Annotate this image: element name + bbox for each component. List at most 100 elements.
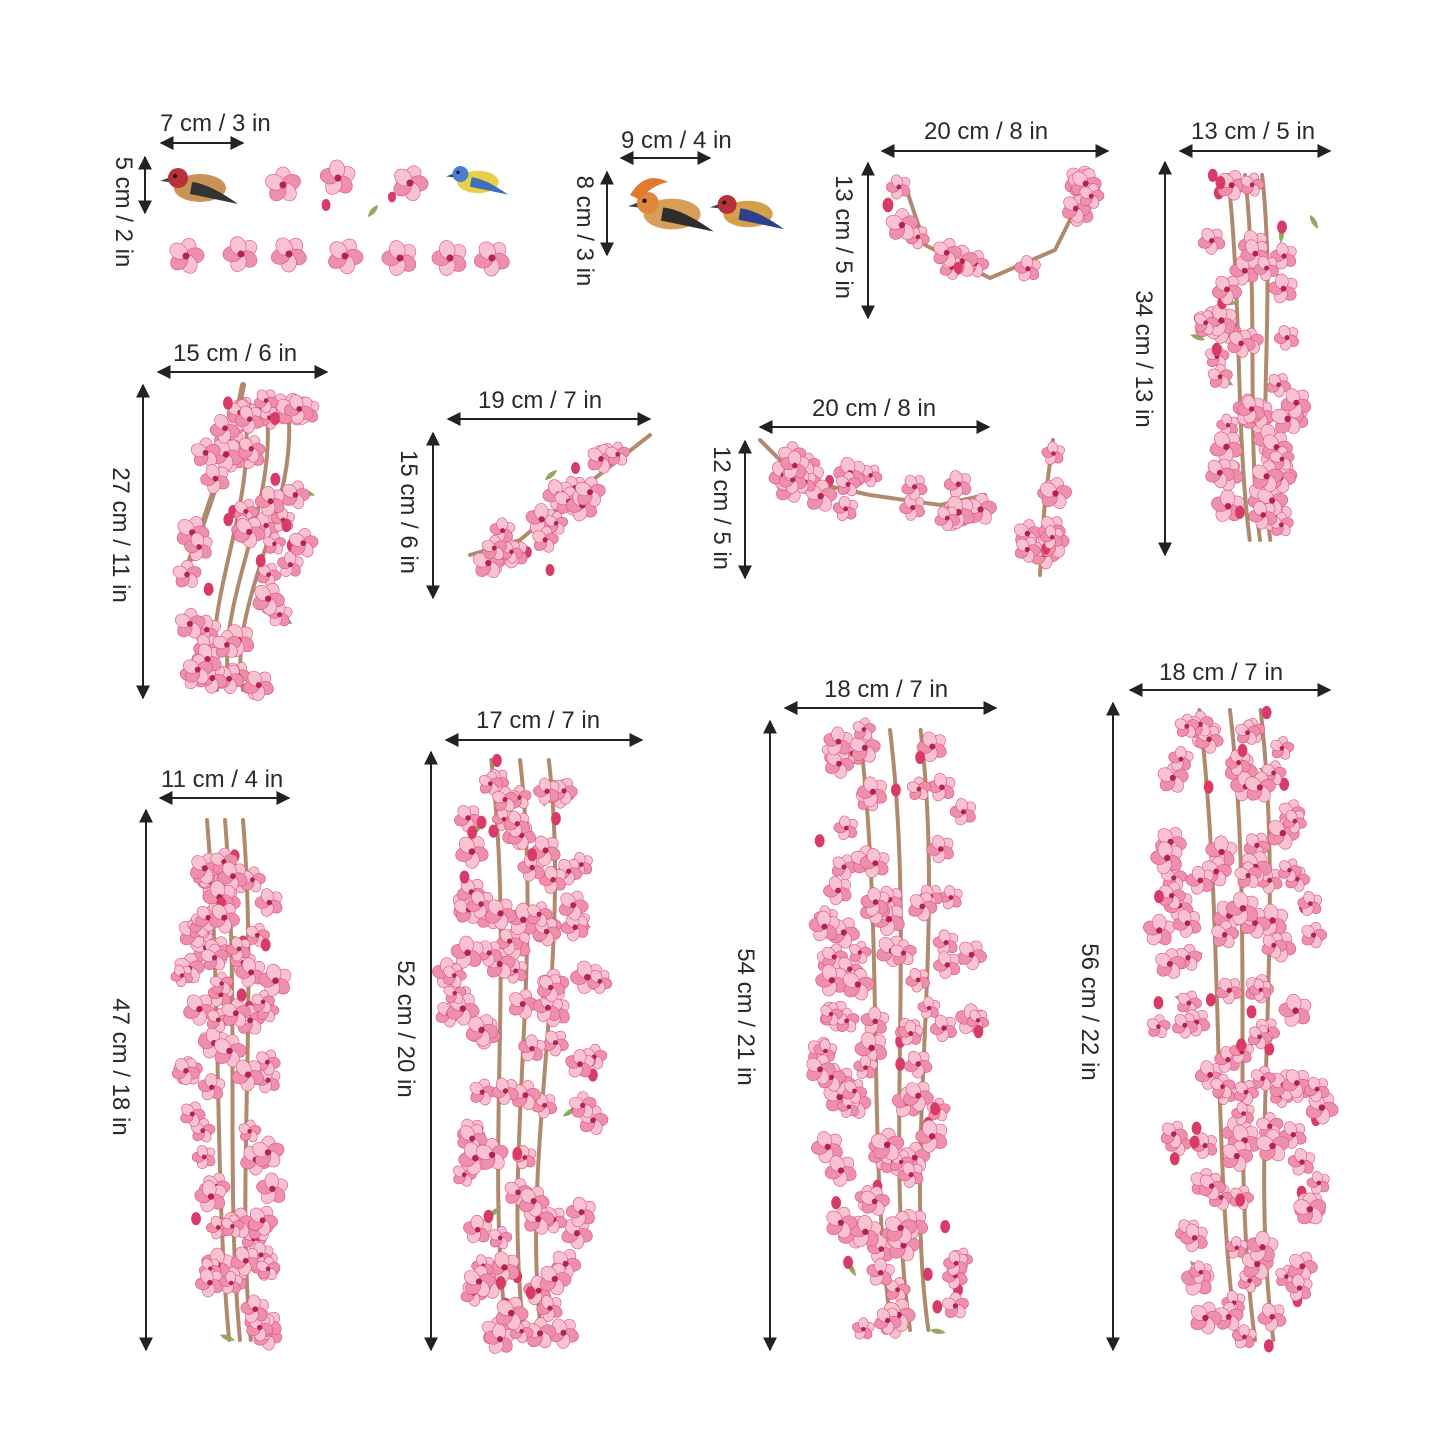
bud-icon (387, 191, 397, 203)
leaf-icon (1309, 215, 1318, 229)
leaf-icon (1189, 334, 1205, 341)
blossom-icon (248, 1205, 278, 1236)
bud-icon (1169, 1152, 1180, 1166)
bud-icon (260, 938, 271, 952)
blossom-icon (780, 450, 810, 479)
blossom-icon (587, 970, 613, 995)
blossom-icon (233, 517, 266, 549)
blossom-icon (542, 1030, 569, 1057)
branch-stem (903, 168, 1083, 281)
blossom-icon (532, 526, 559, 553)
bud-icon (223, 512, 234, 527)
blossom-icon (243, 670, 274, 701)
blossom-icon (463, 1265, 496, 1297)
blossom-icon (1225, 1235, 1249, 1259)
blossom-icon (1143, 913, 1176, 946)
blossom-icon (943, 1250, 968, 1276)
blossom-icon (1293, 1192, 1327, 1225)
blossom-icon (256, 1256, 281, 1281)
group3-height-label: 13 cm / 5 in (830, 174, 857, 300)
blossom-icon (1211, 920, 1240, 949)
leaf-icon (545, 469, 558, 480)
bud-icon (953, 261, 963, 274)
blossom-icon (1249, 978, 1272, 1002)
blossom-icon (484, 898, 517, 930)
blossom-icon (903, 1081, 934, 1112)
bud-icon (930, 1102, 941, 1116)
blossom-icon (1197, 228, 1226, 255)
blossom-icon (180, 1101, 206, 1127)
blossom-icon (171, 1058, 200, 1086)
blossom-icon (454, 805, 482, 833)
blossom-icon (393, 165, 429, 201)
blossom-icon (885, 174, 911, 200)
blossom-icon (885, 208, 919, 241)
blossom-icon (848, 1214, 882, 1248)
blossom-icon (934, 506, 960, 532)
bud-icon (1191, 1121, 1202, 1135)
birds-layer (160, 166, 785, 232)
blossom-icon (481, 534, 508, 560)
group5-height-label: 27 cm / 11 in (107, 467, 134, 603)
blossom-icon (524, 1317, 556, 1349)
blossom-icon (1210, 1073, 1236, 1099)
bud-icon (495, 1276, 506, 1290)
blossom-icon (1240, 172, 1265, 197)
blossom-icon (474, 241, 510, 277)
blossom-icon (453, 1162, 477, 1187)
blossom-icon (1172, 909, 1202, 938)
group1-height-label: 5 cm / 2 in (110, 156, 137, 268)
bud-icon (1207, 168, 1218, 182)
blossom-icon (1280, 388, 1311, 419)
blossom-icon (538, 865, 566, 894)
blossom-icon (503, 810, 530, 838)
blossom-icon (1235, 719, 1261, 745)
blossom-icon (271, 237, 307, 273)
blossom-icon (823, 876, 852, 906)
blossom-icon (169, 238, 205, 274)
blossom-icon (492, 786, 519, 812)
bud-icon (1261, 705, 1272, 720)
blossom-icon (1256, 1128, 1290, 1162)
blossom-icon (1243, 832, 1271, 860)
blossom-icon (172, 559, 202, 588)
blossom-icon (1225, 749, 1251, 776)
blossoms-layer (169, 159, 1339, 1354)
blossom-icon (536, 1295, 563, 1322)
blossom-icon (182, 654, 214, 684)
bud-icon (270, 472, 281, 486)
blossom-icon (1234, 1080, 1259, 1106)
blossom-icon (908, 892, 938, 922)
blossom-icon (1278, 993, 1312, 1027)
group8-height-label: 47 cm / 18 in (107, 998, 134, 1136)
leaf-icon (367, 205, 378, 218)
group11-width-label: 18 cm / 7 in (1159, 659, 1284, 686)
leaf-icon (930, 1328, 946, 1334)
blossom-icon (529, 835, 561, 867)
blossom-icon (826, 1206, 858, 1239)
blossom-icon (450, 935, 484, 969)
blossom-icon (258, 963, 292, 997)
blossom-icon (899, 494, 925, 521)
blossom-icon (381, 240, 417, 276)
blossom-icon (1267, 816, 1300, 850)
blossom-icon (256, 1172, 288, 1204)
bud-icon (488, 824, 499, 838)
blossom-icon (1246, 1230, 1279, 1262)
group9-width-label: 17 cm / 7 in (476, 707, 601, 734)
bud-icon (236, 988, 247, 1002)
blossom-icon (575, 476, 606, 507)
blossom-icon (933, 951, 961, 979)
group8-width-label: 11 cm / 4 in (161, 766, 284, 793)
blossom-icon (194, 1180, 227, 1213)
group10-width-label: 18 cm / 7 in (824, 676, 949, 703)
bird-icon (446, 166, 509, 195)
blossom-icon (544, 511, 569, 535)
group2-height-label: 8 cm / 3 in (571, 175, 598, 287)
blossom-icon (1252, 460, 1283, 492)
blossom-icon (209, 414, 240, 444)
bud-icon (1277, 220, 1287, 234)
blossom-icon (605, 441, 630, 466)
blossom-icon (932, 929, 959, 956)
blossom-icon (265, 166, 301, 202)
